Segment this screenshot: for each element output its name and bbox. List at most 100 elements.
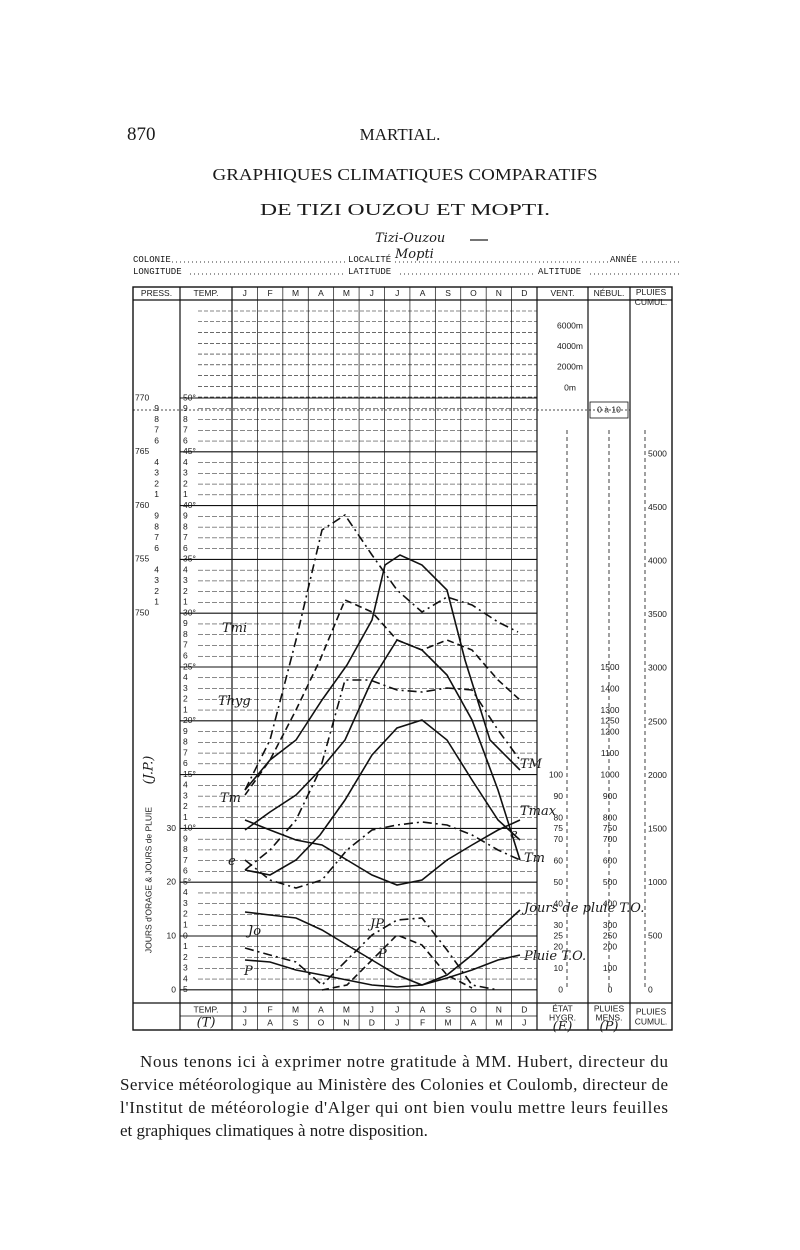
label: 1000 — [648, 877, 667, 887]
label: 2 — [183, 909, 188, 919]
label: 750 — [135, 607, 149, 617]
label: TEMP. — [194, 1004, 219, 1014]
label: A — [420, 1004, 426, 1014]
label: 0 — [608, 984, 613, 994]
curve-label: JP — [367, 917, 384, 932]
label: PLUIES — [636, 1006, 667, 1016]
label: 300 — [603, 920, 617, 930]
label: 1100 — [601, 748, 620, 758]
label: 4 — [183, 973, 188, 983]
label: 1 — [183, 489, 188, 499]
label: 20 — [554, 941, 564, 951]
label: 6 — [183, 866, 188, 876]
label: J — [522, 1017, 526, 1027]
label: 4 — [154, 564, 159, 574]
label: 9 — [183, 511, 188, 521]
label: 7 — [154, 532, 159, 542]
curve-label: Tm — [220, 791, 241, 806]
label: 30 — [554, 920, 564, 930]
label: 8 — [183, 844, 188, 854]
label: 9 — [183, 403, 188, 413]
label: 25° — [183, 661, 196, 671]
label: ÉTAT — [552, 1003, 572, 1013]
label: 1500 — [648, 823, 667, 833]
label: 200 — [603, 941, 617, 951]
label: 600 — [603, 855, 617, 865]
label: A — [471, 1017, 477, 1027]
label: N — [343, 1017, 349, 1027]
footnote-line: Nous tenons ici à exprimer notre gratitu… — [140, 1052, 669, 1071]
form-label: LONGITUDE — [133, 267, 182, 277]
label: 4000m — [557, 341, 583, 351]
label: 2 — [154, 586, 159, 596]
label: A — [318, 288, 324, 298]
curve-rain — [244, 954, 521, 988]
form-label: LATITUDE — [348, 267, 391, 277]
label: 1400 — [601, 683, 620, 693]
label: 4 — [183, 564, 188, 574]
label: 750 — [603, 823, 617, 833]
label: MENS. — [596, 1012, 623, 1022]
label: 4000 — [648, 555, 667, 565]
label: 30° — [183, 607, 196, 617]
label: 400 — [603, 898, 617, 908]
label: 2 — [183, 694, 188, 704]
label: CUMUL. — [635, 297, 668, 307]
title-line: DE TIZI OUZOU ET MOPTI. — [260, 200, 550, 219]
label: 1 — [183, 941, 188, 951]
label: 0 — [171, 984, 176, 994]
label: S — [445, 1004, 451, 1014]
label: D — [521, 1004, 527, 1014]
label: 6000m — [557, 320, 583, 330]
label: 1 — [183, 597, 188, 607]
label: 8 — [183, 414, 188, 424]
label: J — [243, 1004, 247, 1014]
label: 6 — [183, 543, 188, 553]
label: 9 — [154, 511, 159, 521]
grid — [133, 287, 672, 1030]
label: M — [292, 288, 299, 298]
curves — [244, 513, 521, 991]
form-label: ALTITUDE — [538, 267, 581, 277]
label: 765 — [135, 446, 149, 456]
label: 40° — [183, 500, 196, 510]
label: 8 — [154, 521, 159, 531]
footnote-line: et graphiques climatiques à notre dispos… — [120, 1121, 428, 1140]
label: J — [370, 1004, 374, 1014]
labels: PRESS. TEMP. J F M A M J J A S O N D VENT. NÉBUL. PLUIES… — [135, 287, 667, 1035]
label: TEMP. — [194, 288, 219, 298]
page-number: 870 — [127, 124, 156, 145]
label: 3 — [183, 683, 188, 693]
label: 1000 — [601, 769, 620, 779]
label: J — [395, 1004, 399, 1014]
label: 700 — [603, 834, 617, 844]
handwritten-place: Mopti — [394, 247, 434, 262]
curve-mopti-mean — [244, 598, 521, 796]
label: J — [395, 288, 399, 298]
label: 50 — [554, 877, 564, 887]
label: 760 — [135, 500, 149, 510]
label: 15° — [183, 769, 196, 779]
label: M — [495, 1017, 502, 1027]
handwritten-place: Tizi-Ouzou — [375, 231, 445, 246]
label: 40 — [554, 898, 564, 908]
label: JOURS d'ORAGE & JOURS de PLUIE — [143, 807, 153, 953]
label: M — [292, 1004, 299, 1014]
label: 8 — [183, 521, 188, 531]
label: 4 — [183, 780, 188, 790]
label: 6 — [183, 758, 188, 768]
curve-mopti-max — [244, 513, 519, 791]
label: 8 — [183, 629, 188, 639]
curve-label: Tmax — [520, 804, 557, 819]
label: 1 — [183, 704, 188, 714]
label: 60 — [554, 855, 564, 865]
label: 35° — [183, 554, 196, 564]
label: 4500 — [648, 502, 667, 512]
form-label: LOCALITÉ — [348, 254, 391, 265]
curve-label: Tmi — [222, 621, 247, 636]
label: (J.P.) — [142, 756, 157, 785]
curve-mopti-rain — [321, 934, 473, 991]
label: 250 — [603, 931, 617, 941]
label: 6 — [154, 543, 159, 553]
